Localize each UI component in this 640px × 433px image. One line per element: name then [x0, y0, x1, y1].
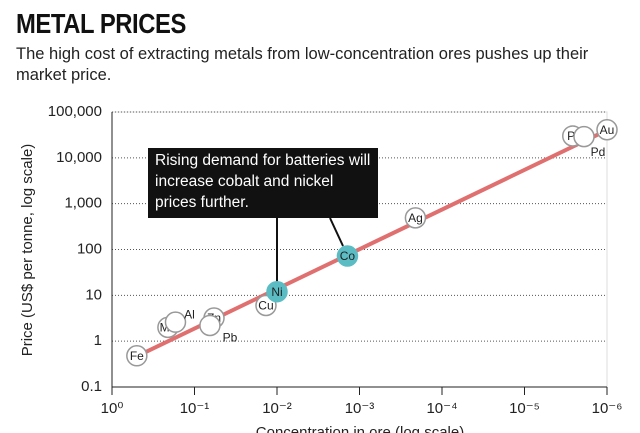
point: [266, 280, 288, 303]
point-label: Ni: [271, 285, 282, 299]
x-tick-label: 10⁻¹: [180, 400, 210, 417]
point-label: Pd: [591, 145, 606, 159]
point: [164, 311, 187, 333]
point: [336, 245, 359, 267]
point: [596, 118, 618, 141]
x-tick-label: 10⁻⁴: [426, 400, 457, 417]
y-tick-label: 10: [85, 286, 102, 303]
point-label: Co: [340, 249, 356, 263]
point: [199, 314, 221, 337]
chart-subtitle: The high cost of extracting metals from …: [16, 45, 589, 84]
annotation: Rising demand for batteries will increas…: [148, 148, 378, 218]
point: [404, 207, 427, 229]
y-tick-label: 1,000: [64, 195, 102, 212]
x-tick-label: 10⁻²: [262, 400, 292, 417]
y-tick-label: 100,000: [48, 103, 102, 120]
y-tick-label: 100: [77, 240, 102, 257]
x-tick-label: 10⁻³: [345, 400, 375, 417]
y-tick-label: 0.1: [81, 378, 102, 395]
x-tick-label: 10⁻⁵: [509, 400, 540, 417]
point-label: Au: [600, 123, 615, 137]
point-label: Pb: [223, 331, 238, 345]
point-label: Ag: [408, 211, 423, 225]
point-label: Fe: [130, 349, 144, 363]
point-label: Cu: [258, 299, 273, 313]
x-tick-label: 10⁰: [101, 400, 124, 417]
y-tick-label: 1: [94, 332, 102, 349]
y-tick-label: 10,000: [56, 149, 102, 166]
point: [126, 345, 148, 367]
point: [573, 125, 595, 148]
y-axis-label: Price (US$ per tonne, log scale): [19, 144, 36, 357]
x-axis-label: Concentration in ore (log scale): [256, 424, 464, 433]
chart-title: METAL PRICES: [16, 8, 186, 39]
pointer: [329, 217, 344, 247]
x-tick-label: 10⁻⁶: [592, 400, 623, 417]
point-label: Al: [184, 307, 195, 321]
